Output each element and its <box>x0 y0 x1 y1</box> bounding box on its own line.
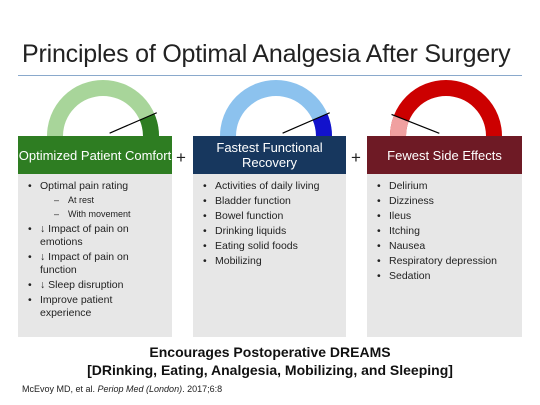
bullet: • <box>203 180 207 192</box>
gauge-needle <box>391 113 440 134</box>
list-item: • Bowel function <box>203 210 340 223</box>
bullet: • <box>28 180 32 192</box>
bullet: • <box>28 294 32 306</box>
gauge-fill <box>390 115 409 136</box>
list-item-text: ↓ Impact of pain on emotions <box>40 223 129 248</box>
bullet: • <box>377 270 381 282</box>
list-item-text: Drinking liquids <box>215 225 287 237</box>
list-item-text: Optimal pain rating <box>40 180 129 192</box>
dreams-expansion: [DRinking, Eating, Analgesia, Mobilizing… <box>87 362 453 378</box>
list-item: • Respiratory depression <box>377 255 516 268</box>
list-item-text: Bladder function <box>215 195 291 207</box>
list-item: • Drinking liquids <box>203 225 340 238</box>
gauge-fill <box>312 113 332 136</box>
slide-title: Principles of Optimal Analgesia After Su… <box>22 40 511 68</box>
bullet: • <box>28 279 32 291</box>
side-effects-gauge <box>381 80 511 136</box>
bullet: • <box>28 251 32 263</box>
sub-list-item: – With movement <box>28 209 166 220</box>
citation-volume: . 2017;6:8 <box>182 384 223 394</box>
list-item: • Mobilizing <box>203 255 340 268</box>
bullet: • <box>377 225 381 237</box>
bullet: • <box>377 240 381 252</box>
list-item: • Bladder function <box>203 195 340 208</box>
bullet: • <box>203 240 207 252</box>
list-item: • Delirium <box>377 180 516 193</box>
list-item-text: Improve patient experience <box>40 294 113 319</box>
bullet: – <box>54 195 60 205</box>
bullet: • <box>203 255 207 267</box>
list-item-text: Activities of daily living <box>215 180 320 192</box>
recovery-list-panel: • Activities of daily living • Bladder func… <box>193 174 346 337</box>
bullet: • <box>377 210 381 222</box>
sub-list-item: – At rest <box>28 195 166 206</box>
bullet: • <box>377 255 381 267</box>
gauge-track <box>220 80 332 136</box>
plus-operator-2: + <box>351 148 361 167</box>
recovery-header: Fastest Functional Recovery <box>193 136 346 174</box>
list-item-text: Itching <box>389 225 420 237</box>
side-effects-list: • Delirium • Dizziness • Ileus • Itching • Nausea… <box>367 174 522 283</box>
bullet: – <box>54 209 60 219</box>
list-item-text: Bowel function <box>215 210 284 222</box>
comfort-gauge <box>38 80 168 136</box>
list-item: • Improve patient experience <box>28 294 166 320</box>
bullet: • <box>377 180 381 192</box>
bullet: • <box>203 210 207 222</box>
bullet: • <box>203 225 207 237</box>
side-effects-header: Fewest Side Effects <box>367 136 522 174</box>
list-item-text: At rest <box>68 195 95 205</box>
list-item: • ↓ Sleep disruption <box>28 279 166 292</box>
list-item: • Dizziness <box>377 195 516 208</box>
list-item: • Optimal pain rating <box>28 180 166 193</box>
gauge-track <box>390 80 502 136</box>
gauge-needle <box>282 112 330 134</box>
list-item-text: Delirium <box>389 180 428 192</box>
dreams-heading: Encourages Postoperative DREAMS <box>149 344 391 360</box>
list-item-text: Nausea <box>389 240 426 252</box>
list-item-text: ↓ Impact of pain on function <box>40 251 129 276</box>
list-item: • Sedation <box>377 270 516 283</box>
list-item: • Nausea <box>377 240 516 253</box>
list-item-text: With movement <box>68 209 131 219</box>
list-item: • Itching <box>377 225 516 238</box>
title-divider <box>18 75 522 76</box>
list-item-text: Eating solid foods <box>215 240 298 252</box>
gauge-needle <box>109 112 157 134</box>
list-item: • ↓ Impact of pain on emotions <box>28 223 166 249</box>
list-item-text: Mobilizing <box>215 255 262 267</box>
bullet: • <box>377 195 381 207</box>
comfort-header: Optimized Patient Comfort <box>18 136 172 174</box>
list-item-text: ↓ Sleep disruption <box>40 279 124 291</box>
gauge-fill <box>139 113 159 136</box>
list-item-text: Respiratory depression <box>389 255 497 267</box>
list-item: • Ileus <box>377 210 516 223</box>
citation-journal: Periop Med (London) <box>97 384 183 394</box>
list-item: • Activities of daily living <box>203 180 340 193</box>
citation: McEvoy MD, et al. Periop Med (London). 2… <box>22 384 222 394</box>
comfort-list: • Optimal pain rating – At rest – With moveme… <box>18 174 172 320</box>
bullet: • <box>203 195 207 207</box>
recovery-list: • Activities of daily living • Bladder func… <box>193 174 346 268</box>
list-item: • ↓ Impact of pain on function <box>28 251 166 277</box>
recovery-gauge <box>211 80 341 136</box>
list-item: • Eating solid foods <box>203 240 340 253</box>
list-item-text: Ileus <box>389 210 412 222</box>
bullet: • <box>28 223 32 235</box>
comfort-list-panel: • Optimal pain rating – At rest – With moveme… <box>18 174 172 337</box>
side-effects-list-panel: • Delirium • Dizziness • Ileus • Itching • Nausea… <box>367 174 522 337</box>
list-item-text: Sedation <box>389 270 431 282</box>
plus-operator-1: + <box>176 148 186 167</box>
list-item-text: Dizziness <box>389 195 434 207</box>
citation-authors: McEvoy MD, et al. <box>22 384 98 394</box>
gauge-track <box>47 80 159 136</box>
